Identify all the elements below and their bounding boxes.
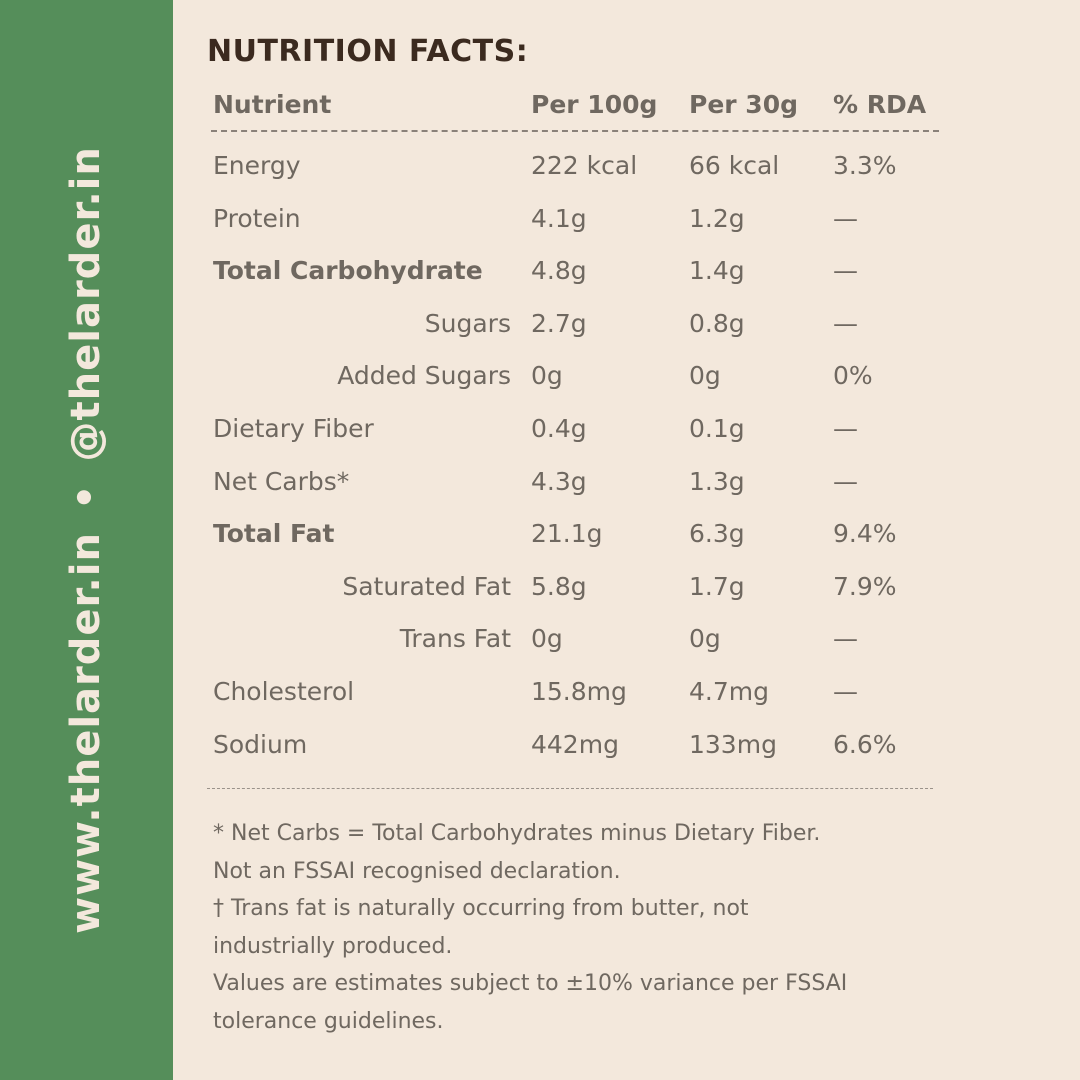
value-rda: — <box>833 413 858 443</box>
value-rda: — <box>833 203 858 233</box>
nutrient-name: Energy <box>213 151 301 180</box>
value-per-30g: 4.7mg <box>689 676 769 706</box>
nutrient-name: Cholesterol <box>213 676 355 706</box>
table-row: Trans Fat 0g 0g — <box>211 613 939 666</box>
value-per-100g: 4.8g <box>531 256 587 286</box>
value-per-100g: 4.3g <box>531 466 587 496</box>
footnote-line: † Trans fat is naturally occurring from … <box>213 896 749 921</box>
value-per-100g: 5.8g <box>531 571 587 601</box>
value-per-30g: 1.3g <box>689 466 745 496</box>
nutrient-name: Dietary Fiber <box>213 413 374 443</box>
value-rda: 3.3% <box>833 151 897 180</box>
table-row: Total Carbohydrate 4.8g 1.4g — <box>211 245 939 298</box>
nutrition-table: Nutrient Per 100g Per 30g % RDA Energy 2… <box>211 84 939 771</box>
main-content: NUTRITION FACTS: Nutrient Per 100g Per 3… <box>173 0 1080 1080</box>
sidebar-branding: www.thelarder.in • @thelarder.in <box>63 90 109 990</box>
value-per-30g: 0g <box>689 361 721 391</box>
header-rda: % RDA <box>833 90 927 119</box>
footnote-line: Not an FSSAI recognised declaration. <box>213 858 621 884</box>
table-row: Energy 222 kcal 66 kcal 3.3% <box>211 140 939 193</box>
value-per-100g: 0g <box>531 624 563 654</box>
value-rda: 9.4% <box>833 519 897 549</box>
nutrient-name: Added Sugars <box>337 361 511 391</box>
header-per-100g: Per 100g <box>531 90 658 119</box>
table-row: Total Fat 21.1g 6.3g 9.4% <box>211 508 939 561</box>
value-per-30g: 0g <box>689 624 721 654</box>
value-rda: — <box>833 676 858 706</box>
nutrient-name: Saturated Fat <box>342 571 511 601</box>
website-url: www.thelarder.in <box>63 532 109 934</box>
value-per-30g: 133mg <box>689 729 777 759</box>
separator-dot: • <box>63 483 109 511</box>
nutrient-name: Total Fat <box>213 519 335 549</box>
value-per-30g: 1.2g <box>689 203 745 233</box>
value-per-100g: 0g <box>531 361 563 391</box>
page-title: NUTRITION FACTS: <box>207 34 529 69</box>
value-per-30g: 6.3g <box>689 519 745 549</box>
value-per-100g: 2.7g <box>531 308 587 338</box>
footnote-line: * Net Carbs = Total Carbohydrates minus … <box>213 821 821 846</box>
value-rda: — <box>833 308 858 338</box>
table-row: Added Sugars 0g 0g 0% <box>211 350 939 403</box>
sidebar: www.thelarder.in • @thelarder.in <box>0 0 173 1080</box>
table-row: Protein 4.1g 1.2g — <box>211 193 939 246</box>
footnote-line: Values are estimates subject to ±10% var… <box>213 971 848 996</box>
value-per-30g: 66 kcal <box>689 151 780 180</box>
nutrient-name: Trans Fat <box>399 624 511 654</box>
header-nutrient: Nutrient <box>213 90 332 119</box>
nutrient-name: Sugars <box>424 308 511 338</box>
table-row: Sodium 442mg 133mg 6.6% <box>211 719 939 772</box>
header-divider <box>211 130 939 132</box>
value-per-100g: 4.1g <box>531 203 587 233</box>
value-rda: — <box>833 256 858 286</box>
value-per-100g: 0.4g <box>531 413 587 443</box>
table-row: Dietary Fiber 0.4g 0.1g — <box>211 403 939 456</box>
value-per-30g: 1.4g <box>689 256 745 286</box>
value-per-30g: 0.8g <box>689 308 745 338</box>
nutrient-name: Net Carbs* <box>213 466 350 496</box>
value-per-100g: 442mg <box>531 729 619 759</box>
footnote-line: tolerance guidelines. <box>213 1008 444 1034</box>
value-per-100g: 21.1g <box>531 519 603 549</box>
value-per-100g: 222 kcal <box>531 151 638 180</box>
header-per-30g: Per 30g <box>689 90 798 119</box>
nutrient-name: Sodium <box>213 729 308 759</box>
value-per-30g: 0.1g <box>689 413 745 443</box>
value-rda: 0% <box>833 361 873 391</box>
table-row: Net Carbs* 4.3g 1.3g — <box>211 456 939 509</box>
nutrient-name: Protein <box>213 203 301 233</box>
footer-divider <box>207 788 933 789</box>
value-rda: 7.9% <box>833 571 897 601</box>
footnote-line: industrially produced. <box>213 933 453 959</box>
table-row: Sugars 2.7g 0.8g — <box>211 298 939 351</box>
value-rda: — <box>833 624 858 654</box>
value-rda: — <box>833 466 858 496</box>
table-header-row: Nutrient Per 100g Per 30g % RDA <box>211 84 939 126</box>
value-per-30g: 1.7g <box>689 571 745 601</box>
table-row: Saturated Fat 5.8g 1.7g 7.9% <box>211 561 939 614</box>
nutrient-name: Total Carbohydrate <box>213 256 483 286</box>
social-handle: @thelarder.in <box>63 146 109 462</box>
value-per-100g: 15.8mg <box>531 676 627 706</box>
footnotes: * Net Carbs = Total Carbohydrates minus … <box>213 815 933 1040</box>
value-rda: 6.6% <box>833 729 897 759</box>
table-row: Cholesterol 15.8mg 4.7mg — <box>211 666 939 719</box>
